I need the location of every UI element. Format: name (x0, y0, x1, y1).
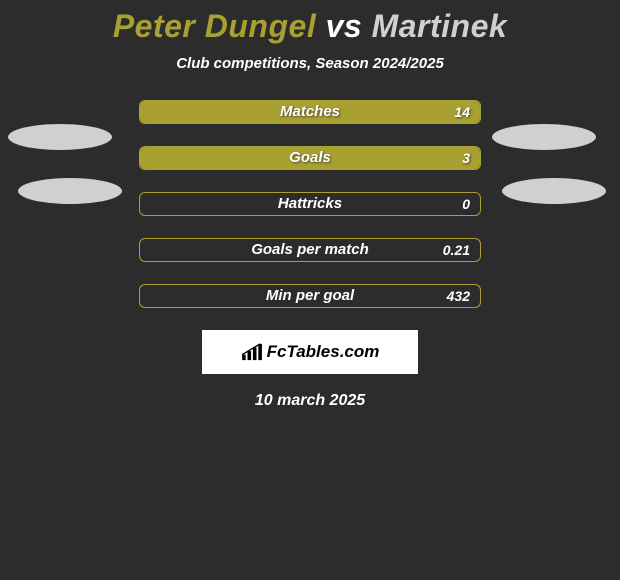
vs-separator: vs (316, 8, 371, 44)
stat-bar: Min per goal432 (139, 284, 481, 308)
stat-bar-value: 0.21 (443, 239, 470, 261)
stat-bar-value: 3 (462, 147, 470, 169)
stat-bar-value: 14 (454, 101, 470, 123)
stat-bar-label: Matches (140, 101, 480, 123)
stat-bar-value: 432 (447, 285, 470, 307)
stat-bar: Hattricks0 (139, 192, 481, 216)
stat-bar: Matches14 (139, 100, 481, 124)
subtitle: Club competitions, Season 2024/2025 (0, 55, 620, 72)
player2-name: Martinek (372, 8, 508, 44)
stat-bar-label: Goals per match (140, 239, 480, 261)
decorative-ellipse (18, 178, 122, 204)
decorative-ellipse (502, 178, 606, 204)
branding-text: FcTables.com (267, 342, 380, 362)
stat-bar: Goals per match0.21 (139, 238, 481, 262)
stat-bar-label: Min per goal (140, 285, 480, 307)
stat-bar: Goals3 (139, 146, 481, 170)
player1-name: Peter Dungel (113, 8, 316, 44)
decorative-ellipse (492, 124, 596, 150)
branding-box: FcTables.com (202, 330, 418, 374)
stat-bar-label: Hattricks (140, 193, 480, 215)
bar-chart-icon (241, 343, 263, 361)
comparison-title: Peter Dungel vs Martinek (0, 0, 620, 45)
stat-bar-value: 0 (462, 193, 470, 215)
decorative-ellipse (8, 124, 112, 150)
stat-bar-label: Goals (140, 147, 480, 169)
snapshot-date: 10 march 2025 (0, 392, 620, 410)
